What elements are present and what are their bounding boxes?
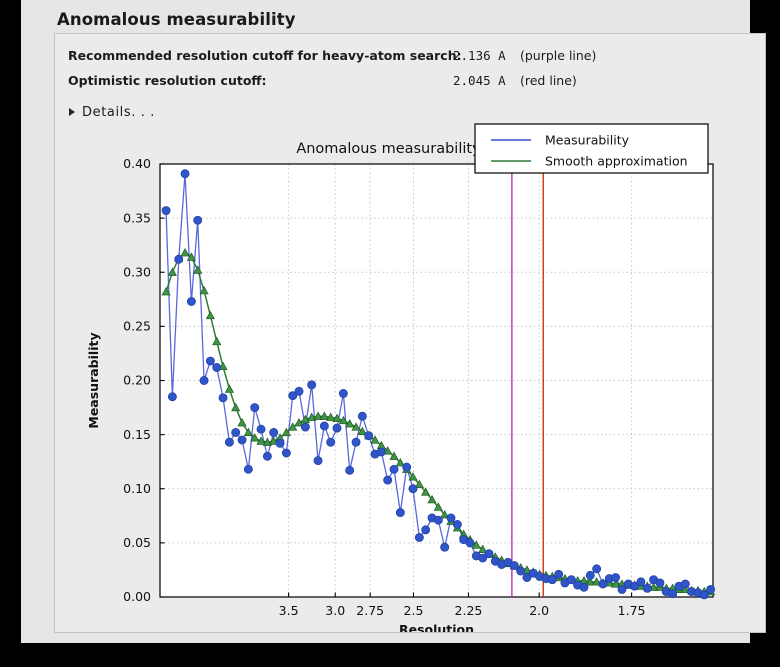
svg-text:2.0: 2.0 [529,603,549,618]
chart-svg: 0.00 0.05 0.10 0.15 0.20 0.25 0.30 0.35 0.40 3.5 3… [56,122,765,632]
svg-text:0.15: 0.15 [123,427,151,442]
recommended-cutoff-label: Recommended resolution cutoff for heavy-… [68,48,462,63]
triangle-right-icon [69,108,75,116]
chart-legend: Measurability Smooth approximation [474,123,709,174]
svg-text:2.5: 2.5 [404,603,424,618]
page-surface: Anomalous measurability Recommended reso… [21,0,766,643]
chart-gridlines [160,163,713,597]
svg-text:3.0: 3.0 [325,603,345,618]
svg-text:2.75: 2.75 [356,603,384,618]
chart-cutoff-lines [511,164,544,597]
svg-text:3.5: 3.5 [279,603,299,618]
recommended-cutoff-note: (purple line) [520,48,597,63]
page-title: Anomalous measurability [57,10,296,29]
svg-text:0.20: 0.20 [123,373,151,388]
anomalous-measurability-chart: 0.00 0.05 0.10 0.15 0.20 0.25 0.30 0.35 0.40 3.5 3… [56,122,765,632]
svg-text:0.30: 0.30 [123,264,151,279]
chart-axes [159,163,714,598]
details-label: Details. . . [82,104,155,120]
recommended-cutoff-value: 2.136 A [453,48,506,63]
optimistic-cutoff-note: (red line) [520,73,577,88]
svg-text:Anomalous measurability: Anomalous measurability [296,141,481,157]
svg-text:0.35: 0.35 [123,210,151,225]
svg-text:1.75: 1.75 [618,603,646,618]
svg-text:0.00: 0.00 [123,589,151,604]
svg-text:2.25: 2.25 [455,603,483,618]
svg-text:0.25: 0.25 [123,319,151,334]
svg-text:Smooth approximation: Smooth approximation [545,153,688,168]
svg-text:Measurability: Measurability [545,132,630,147]
svg-text:0.10: 0.10 [123,481,151,496]
chart-series [161,169,716,600]
optimistic-cutoff-value: 2.045 A [453,73,506,88]
chart-tick-labels: 0.00 0.05 0.10 0.15 0.20 0.25 0.30 0.35 0.40 3.5 3… [86,156,646,632]
optimistic-cutoff-label: Optimistic resolution cutoff: [68,73,267,88]
details-disclosure-toggle[interactable]: Details. . . [68,102,155,122]
svg-text:0.40: 0.40 [123,156,151,171]
svg-text:Measurability: Measurability [86,332,101,428]
svg-text:0.05: 0.05 [123,535,151,550]
anomalous-measurability-panel: Recommended resolution cutoff for heavy-… [54,33,766,633]
svg-text:Resolution: Resolution [399,622,474,632]
chart-title-group: Anomalous measurability [296,141,481,157]
